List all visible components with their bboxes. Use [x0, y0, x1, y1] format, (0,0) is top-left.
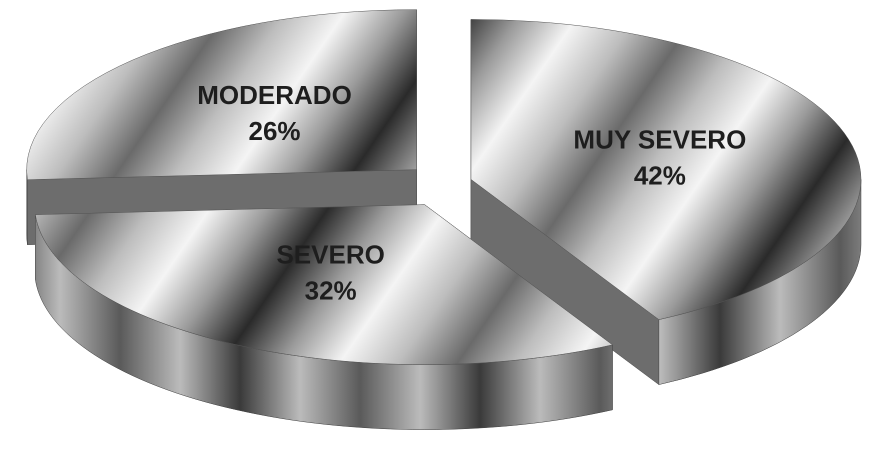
slice-label: SEVERO [276, 240, 384, 270]
pie-slice [470, 19, 862, 320]
slice-label: MUY SEVERO [573, 124, 746, 154]
slice: MUY SEVERO 42% [470, 19, 862, 386]
value-label: 42% [634, 160, 686, 190]
value-label: 32% [305, 276, 357, 306]
slice-wall [26, 169, 28, 245]
slice-label: MODERADO [197, 80, 352, 110]
slice: MODERADO 26% [26, 9, 417, 245]
pie-slice [26, 9, 417, 180]
slice: SEVERO 32% [35, 204, 614, 430]
pie-slice [35, 204, 614, 365]
value-label: 26% [249, 116, 301, 146]
